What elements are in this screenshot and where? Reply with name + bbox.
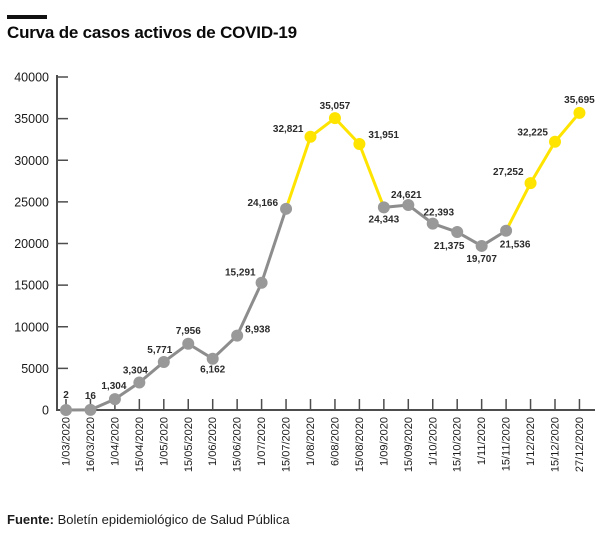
- data-point: [60, 403, 72, 416]
- y-axis-label: 5000: [21, 362, 49, 376]
- data-point-highlighted: [573, 106, 586, 119]
- x-axis-label: 1/07/2020: [256, 417, 268, 466]
- data-point-highlighted: [328, 112, 341, 125]
- y-axis-label: 10000: [14, 320, 49, 334]
- data-point-highlighted: [304, 130, 317, 143]
- data-point-label: 24,343: [369, 214, 400, 225]
- data-point-label: 21,375: [434, 241, 465, 252]
- data-point-label: 16: [85, 391, 97, 402]
- y-axis-label: 25000: [14, 195, 49, 209]
- x-axis-label: 15/10/2020: [452, 417, 464, 472]
- data-point: [377, 201, 390, 214]
- data-point-label: 27,252: [493, 167, 524, 178]
- y-axis-label: 30000: [14, 154, 49, 168]
- x-axis-label: 1/05/2020: [158, 417, 170, 466]
- data-point-label: 8,938: [245, 325, 270, 336]
- x-axis-label: 27/12/2020: [574, 417, 586, 472]
- data-point-label: 35,057: [320, 101, 351, 112]
- x-axis-label: 15/11/2020: [501, 417, 513, 471]
- line-segment-highlighted: [529, 140, 557, 184]
- data-point-label: 24,621: [391, 190, 422, 201]
- data-point-label: 15,291: [225, 268, 256, 279]
- x-axis-label: 1/06/2020: [207, 417, 219, 466]
- line-segment-highlighted: [553, 111, 581, 143]
- title-accent-bar: [7, 15, 47, 19]
- data-point: [157, 355, 170, 368]
- line-segment: [260, 208, 288, 284]
- data-point-highlighted: [549, 135, 561, 148]
- line-segment-highlighted: [284, 136, 312, 210]
- data-point: [475, 239, 488, 252]
- x-axis-label: 6/08/2020: [329, 417, 341, 466]
- data-point-label: 3,304: [123, 365, 148, 376]
- data-point-label: 32,225: [517, 128, 548, 139]
- data-point: [84, 403, 97, 416]
- data-point-label: 2: [63, 390, 69, 401]
- x-axis-label: 15/06/2020: [232, 417, 244, 472]
- x-axis-label: 1/03/2020: [61, 417, 73, 466]
- x-axis-label: 1/04/2020: [109, 417, 121, 466]
- y-axis-label: 40000: [14, 71, 49, 85]
- x-axis-label: 15/08/2020: [354, 417, 366, 472]
- y-axis-label: 35000: [14, 112, 49, 126]
- data-point-label: 22,393: [423, 208, 454, 219]
- x-axis-label: 15/07/2020: [281, 417, 293, 472]
- data-point-label: 24,166: [247, 198, 278, 209]
- x-axis-label: 15/05/2020: [183, 417, 195, 472]
- data-point-label: 5,771: [147, 345, 172, 356]
- data-point: [206, 352, 219, 365]
- data-point: [451, 226, 464, 239]
- x-axis-label: 1/10/2020: [427, 417, 439, 466]
- data-point-highlighted: [524, 177, 537, 190]
- y-axis-label: 0: [42, 404, 49, 418]
- data-point-label: 19,707: [466, 254, 497, 265]
- data-point: [500, 224, 513, 237]
- data-point-highlighted: [353, 138, 366, 151]
- data-point: [280, 202, 293, 215]
- x-axis-label: 1/11/2020: [476, 417, 488, 465]
- data-point-label: 1,304: [101, 381, 126, 392]
- data-point-label: 6,162: [200, 365, 225, 376]
- data-point-label: 31,951: [368, 130, 399, 141]
- data-point-label: 7,956: [176, 326, 201, 337]
- data-point: [108, 393, 121, 406]
- source-text: Boletín epidemiológico de Salud Pública: [53, 512, 290, 527]
- data-point: [255, 276, 268, 289]
- x-axis-label: 15/04/2020: [134, 417, 146, 472]
- line-segment-highlighted: [504, 182, 532, 232]
- x-axis-label: 1/09/2020: [378, 417, 390, 466]
- data-point: [402, 199, 415, 212]
- x-axis-label: 15/12/2020: [550, 417, 562, 472]
- x-axis-label: 1/08/2020: [305, 417, 317, 466]
- data-point-label: 32,821: [273, 124, 304, 135]
- source-label: Fuente:: [7, 512, 54, 527]
- source-note: Fuente: Boletín epidemiológico de Salud …: [7, 512, 290, 527]
- y-axis-label: 20000: [14, 237, 49, 251]
- data-point-label: 35,695: [564, 95, 595, 106]
- y-axis-label: 15000: [14, 279, 49, 293]
- line-segment: [235, 282, 263, 337]
- data-point: [426, 217, 439, 230]
- x-axis-label: 1/12/2020: [525, 417, 537, 466]
- chart-title: Curva de casos activos de COVID-19: [7, 23, 297, 42]
- data-point: [182, 337, 195, 350]
- x-axis-label: 15/09/2020: [403, 417, 415, 472]
- data-point: [231, 329, 244, 342]
- data-point: [133, 376, 146, 389]
- line-segment-highlighted: [358, 143, 386, 208]
- data-point-label: 21,536: [500, 240, 531, 251]
- x-axis-label: 16/03/2020: [85, 417, 97, 472]
